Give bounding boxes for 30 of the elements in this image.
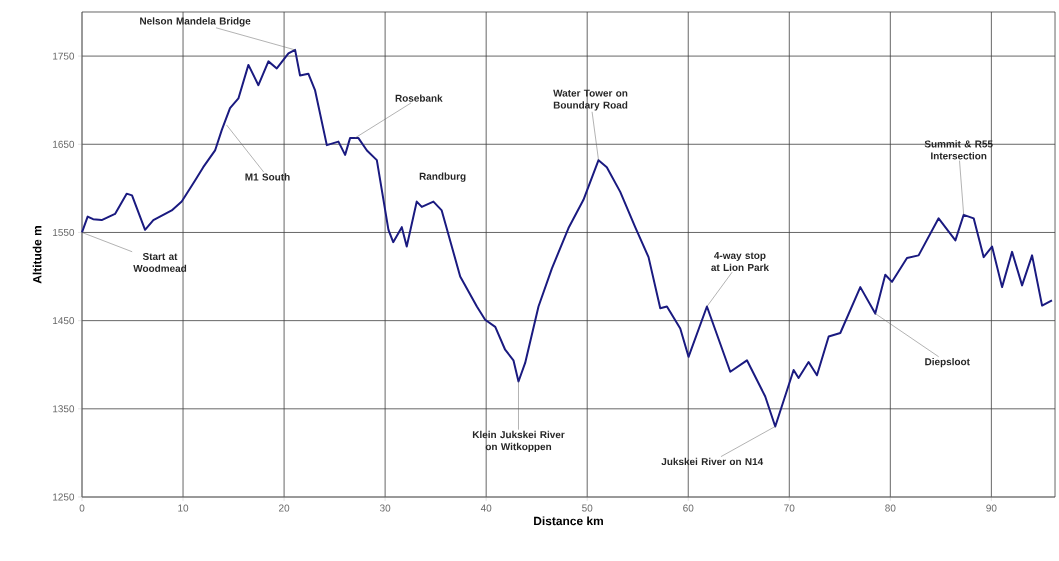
y-tick-label: 1450: [53, 317, 75, 325]
annotation: Rosebank: [395, 94, 443, 102]
y-tick-label: 1750: [53, 52, 75, 60]
x-tick-label: 0: [79, 504, 85, 512]
x-tick-label: 60: [683, 504, 694, 512]
line-series: [81, 48, 1053, 428]
annotation: Water Tower on Boundary Road: [553, 89, 628, 111]
annotation: Diepsloot: [925, 357, 970, 368]
annotation: Start at Woodmead: [133, 252, 187, 272]
x-tick-label: 70: [784, 504, 795, 512]
y-axis-title: Altitude m: [32, 226, 42, 284]
x-axis-title: Distance km: [534, 516, 603, 526]
x-tick-label: 20: [279, 504, 290, 512]
y-tick-label: 1350: [53, 405, 75, 413]
annotation: Nelson Mandela Bridge: [140, 17, 251, 27]
annotation: Summit & R55 Intersection: [924, 140, 993, 160]
annotation: Klein Jukskei River on Witkoppen: [472, 430, 565, 453]
y-tick-label: 1250: [53, 493, 75, 501]
annotation: Randburg: [419, 172, 466, 182]
x-tick-label: 80: [885, 504, 896, 512]
annotation: M1 South: [245, 173, 290, 181]
y-tick-label: 1550: [53, 228, 75, 236]
x-tick-label: 30: [379, 504, 391, 512]
annotation: 4-way stop at Lion Park: [711, 252, 769, 271]
x-tick-label: 90: [986, 504, 997, 512]
x-tick-label: 40: [480, 504, 492, 512]
y-tick-label: 1650: [53, 140, 75, 148]
x-tick-label: 50: [582, 504, 593, 512]
annotation: Jukskei River on N14: [661, 457, 764, 466]
x-tick-label: 10: [178, 504, 189, 512]
